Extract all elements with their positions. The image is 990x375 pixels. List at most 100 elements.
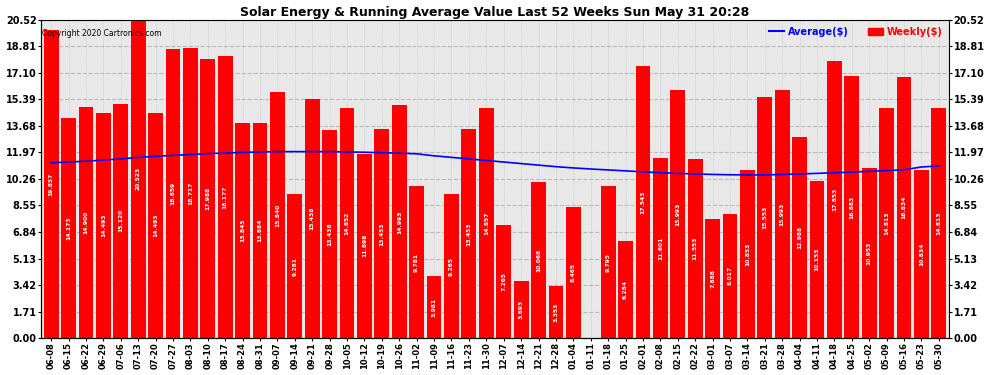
- Text: 19.857: 19.857: [49, 172, 53, 196]
- Text: 15.553: 15.553: [762, 206, 767, 229]
- Text: 7.688: 7.688: [710, 269, 715, 288]
- Bar: [844, 76, 859, 338]
- Text: 13.845: 13.845: [241, 219, 246, 242]
- Bar: [340, 108, 354, 338]
- Text: 14.993: 14.993: [397, 210, 402, 234]
- Bar: [740, 170, 754, 338]
- Bar: [531, 182, 545, 338]
- Bar: [131, 20, 146, 338]
- Text: 16.834: 16.834: [902, 196, 907, 219]
- Text: 11.601: 11.601: [657, 237, 663, 260]
- Bar: [148, 113, 163, 338]
- Bar: [653, 158, 667, 338]
- Text: 3.353: 3.353: [553, 303, 558, 322]
- Bar: [270, 92, 285, 338]
- Bar: [427, 276, 442, 338]
- Text: 14.813: 14.813: [884, 211, 889, 235]
- Bar: [618, 241, 633, 338]
- Text: 20.523: 20.523: [136, 167, 141, 190]
- Bar: [183, 48, 198, 338]
- Text: 13.884: 13.884: [257, 219, 262, 242]
- Bar: [305, 99, 320, 338]
- Text: 3.693: 3.693: [519, 300, 524, 319]
- Text: 14.857: 14.857: [484, 211, 489, 234]
- Text: 9.281: 9.281: [292, 256, 297, 276]
- Text: 7.265: 7.265: [501, 272, 506, 291]
- Bar: [757, 97, 772, 338]
- Bar: [445, 194, 459, 338]
- Text: 17.853: 17.853: [832, 188, 837, 211]
- Bar: [461, 129, 476, 338]
- Text: 8.017: 8.017: [728, 267, 733, 285]
- Bar: [96, 113, 111, 338]
- Text: 15.438: 15.438: [310, 207, 315, 230]
- Text: 10.953: 10.953: [866, 242, 872, 265]
- Bar: [323, 130, 337, 338]
- Text: 14.493: 14.493: [153, 214, 158, 237]
- Bar: [548, 286, 563, 338]
- Text: Copyright 2020 Cartronics.com: Copyright 2020 Cartronics.com: [42, 29, 161, 38]
- Text: 10.153: 10.153: [815, 248, 820, 271]
- Bar: [723, 214, 738, 338]
- Bar: [44, 30, 58, 338]
- Text: 13.453: 13.453: [379, 222, 384, 246]
- Bar: [165, 49, 180, 338]
- Text: 8.465: 8.465: [571, 263, 576, 282]
- Text: 15.840: 15.840: [275, 204, 280, 227]
- Text: 13.453: 13.453: [466, 222, 471, 246]
- Text: 17.988: 17.988: [205, 187, 210, 210]
- Text: 14.900: 14.900: [83, 211, 88, 234]
- Bar: [932, 108, 946, 338]
- Bar: [827, 61, 842, 338]
- Text: 12.988: 12.988: [797, 226, 802, 249]
- Bar: [601, 186, 616, 338]
- Text: 10.068: 10.068: [536, 249, 541, 272]
- Text: 15.120: 15.120: [118, 209, 124, 232]
- Text: 11.898: 11.898: [362, 234, 367, 258]
- Text: 14.813: 14.813: [937, 211, 941, 235]
- Text: 3.981: 3.981: [432, 298, 437, 317]
- Bar: [392, 105, 407, 338]
- Bar: [566, 207, 581, 338]
- Bar: [688, 159, 703, 338]
- Bar: [374, 129, 389, 338]
- Bar: [705, 219, 720, 338]
- Text: 18.177: 18.177: [223, 186, 228, 209]
- Text: 17.543: 17.543: [641, 190, 645, 214]
- Text: 10.853: 10.853: [744, 242, 749, 266]
- Text: 18.717: 18.717: [188, 181, 193, 204]
- Text: 15.993: 15.993: [780, 202, 785, 226]
- Bar: [357, 153, 372, 338]
- Bar: [236, 123, 250, 338]
- Text: 14.852: 14.852: [345, 211, 349, 234]
- Text: 6.284: 6.284: [623, 280, 628, 299]
- Title: Solar Energy & Running Average Value Last 52 Weeks Sun May 31 20:28: Solar Energy & Running Average Value Las…: [241, 6, 749, 18]
- Text: 16.883: 16.883: [849, 195, 854, 219]
- Legend: Average($), Weekly($): Average($), Weekly($): [767, 25, 944, 39]
- Text: 9.265: 9.265: [449, 257, 454, 276]
- Text: 11.553: 11.553: [693, 237, 698, 260]
- Bar: [218, 56, 233, 338]
- Bar: [792, 136, 807, 338]
- Text: 10.834: 10.834: [919, 242, 924, 266]
- Text: 14.173: 14.173: [66, 216, 71, 240]
- Text: 9.781: 9.781: [414, 253, 419, 272]
- Bar: [496, 225, 511, 338]
- Bar: [897, 77, 912, 338]
- Text: 18.659: 18.659: [170, 182, 175, 205]
- Bar: [114, 104, 128, 338]
- Bar: [810, 181, 825, 338]
- Bar: [670, 90, 685, 338]
- Bar: [78, 107, 93, 338]
- Text: 9.795: 9.795: [606, 253, 611, 272]
- Text: 14.493: 14.493: [101, 214, 106, 237]
- Bar: [636, 66, 650, 338]
- Bar: [252, 123, 267, 338]
- Bar: [514, 281, 529, 338]
- Bar: [409, 186, 424, 338]
- Bar: [61, 118, 76, 338]
- Text: 15.993: 15.993: [675, 202, 680, 226]
- Bar: [479, 108, 494, 338]
- Text: 13.438: 13.438: [327, 222, 333, 246]
- Bar: [287, 194, 302, 338]
